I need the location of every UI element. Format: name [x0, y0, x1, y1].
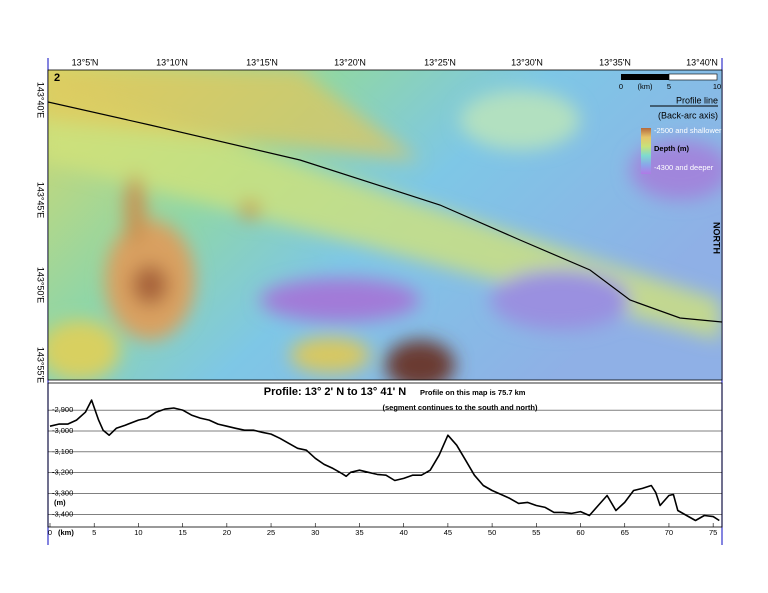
chart-title: Profile: 13° 2' N to 13° 41' N — [264, 386, 406, 398]
x-tick-label: 75 — [709, 528, 717, 537]
x-tick-label: 40 — [400, 528, 408, 537]
lat-label: 13°20'N — [334, 57, 366, 67]
legend-shallow: -2500 and shallower — [654, 126, 722, 135]
x-tick-label: 5 — [92, 528, 96, 537]
chart-note: Profile on this map is 75.7 km — [420, 388, 526, 397]
y-tick-label: -3,000 — [52, 426, 73, 435]
lon-label: 143°50'E — [36, 267, 46, 303]
scale-tick: 10 — [713, 82, 721, 91]
plot-frame — [47, 382, 723, 528]
legend-deep: -4300 and deeper — [654, 163, 714, 172]
lat-label: 13°35'N — [599, 57, 631, 67]
x-tick-label: 35 — [355, 528, 363, 537]
x-tick-label: 25 — [267, 528, 275, 537]
y-tick-label: -3,200 — [52, 468, 73, 477]
legend-title: Depth (m) — [654, 144, 689, 153]
profile — [49, 399, 720, 522]
lat-label: 13°25'N — [424, 57, 456, 67]
lat-label: 13°40'N — [686, 57, 718, 67]
x-axis-label: (km) — [58, 528, 74, 537]
profile-line — [48, 101, 722, 323]
lon-label: 143°55'E — [36, 347, 46, 383]
legend-colorbar — [641, 128, 651, 174]
bathymetry-map — [48, 70, 722, 380]
north-label: NORTH — [712, 222, 722, 254]
lat-label: 13°5'N — [72, 57, 99, 67]
panel-label: 2 — [54, 72, 60, 84]
scale-unit: (km) — [638, 82, 653, 91]
x-tick-label: 50 — [488, 528, 496, 537]
scale-bar — [668, 73, 718, 81]
map-frame — [47, 69, 723, 381]
lat-label: 13°10'N — [156, 57, 188, 67]
scale-tick: 5 — [667, 82, 671, 91]
scale-tick: 0 — [619, 82, 623, 91]
x-tick-label: 65 — [621, 528, 629, 537]
y-tick-label: -2,900 — [52, 405, 73, 414]
chart-subtitle: (segment continues to the south and nort… — [383, 403, 538, 412]
x-tick-label: 10 — [134, 528, 142, 537]
x-tick-label: 20 — [223, 528, 231, 537]
x-tick-label: 0 — [48, 528, 52, 537]
x-tick-label: 70 — [665, 528, 673, 537]
x-tick-label: 45 — [444, 528, 452, 537]
y-tick-label: -3,100 — [52, 447, 73, 456]
lat-label: 13°30'N — [511, 57, 543, 67]
lon-label: 143°45'E — [36, 182, 46, 218]
x-tick-label: 30 — [311, 528, 319, 537]
y-axis-label: (m) — [54, 498, 66, 507]
y-tick-label: -3,400 — [52, 509, 73, 518]
lon-label: 143°40'E — [36, 82, 46, 118]
x-tick-label: 15 — [178, 528, 186, 537]
lat-label: 13°15'N — [246, 57, 278, 67]
x-tick-label: 60 — [576, 528, 584, 537]
y-tick-label: -3,300 — [52, 489, 73, 498]
x-tick-label: 55 — [532, 528, 540, 537]
legend-line-sub: (Back-arc axis) — [658, 110, 718, 120]
legend-line: Profile line — [676, 95, 718, 105]
scale-bar — [621, 74, 669, 80]
